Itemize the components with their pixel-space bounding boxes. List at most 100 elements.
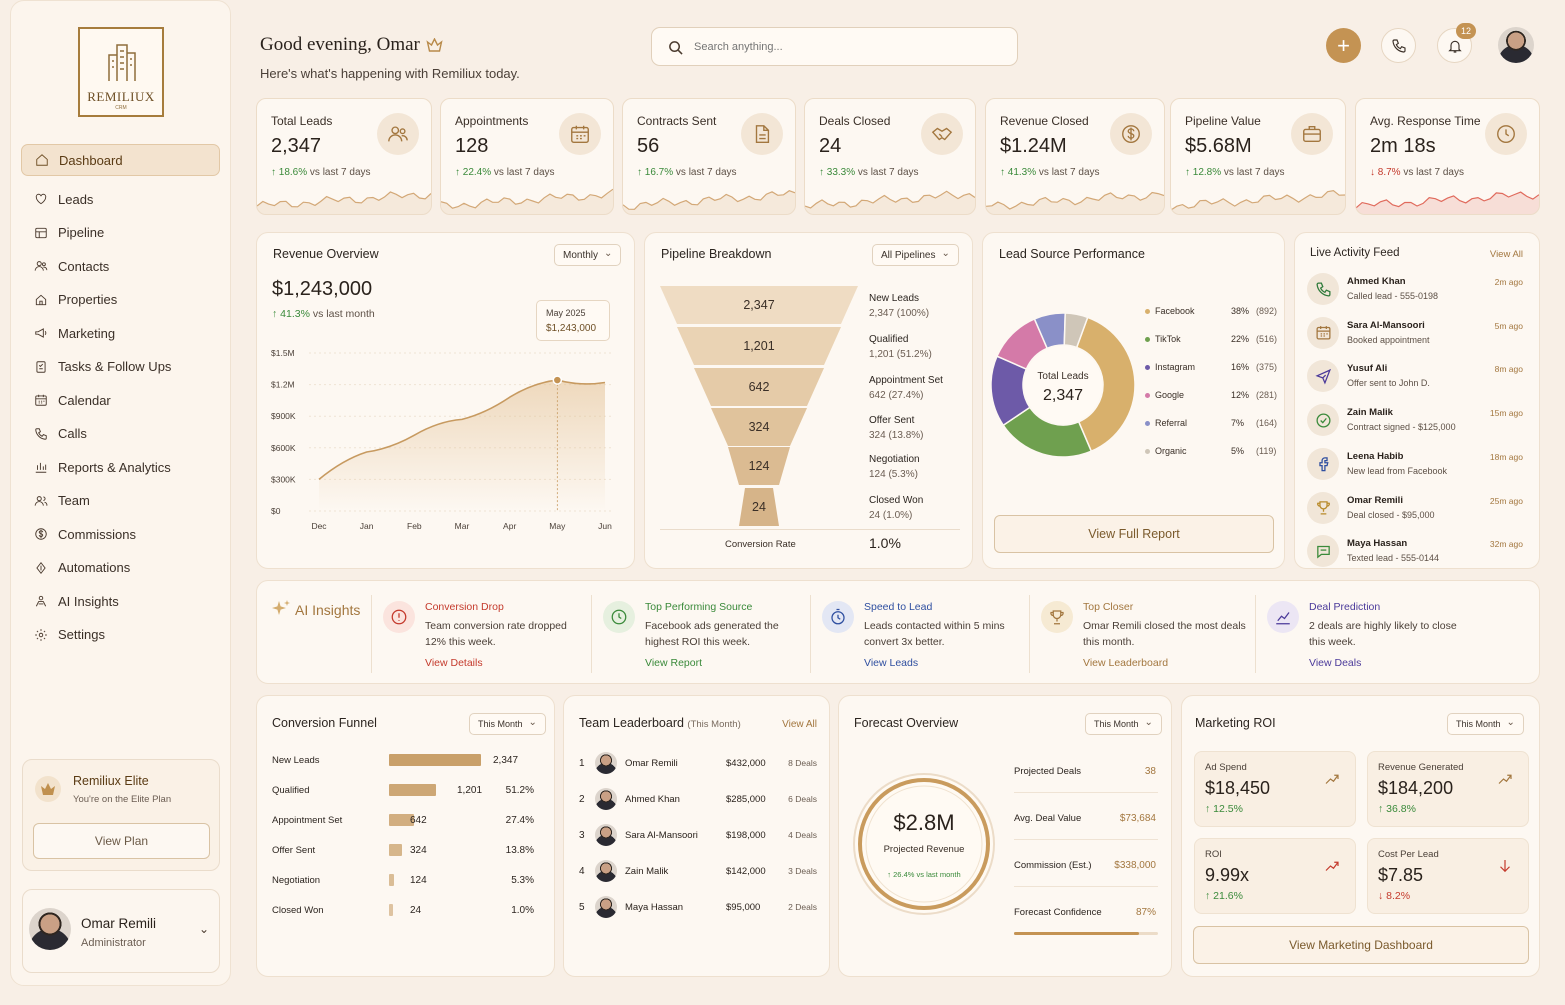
kpi-card-avg-response-time[interactable]: Avg. Response Time 2m 18s ↓ 8.7% vs last 7… [1355, 98, 1540, 215]
view-plan-button[interactable]: View Plan [33, 823, 210, 859]
kpi-sparkline [805, 190, 975, 214]
forecast-filter[interactable]: This Month [1085, 713, 1162, 735]
funnel-row-pct: 27.4% [505, 815, 534, 826]
kpi-change: ↑ 33.3% vs last 7 days [819, 167, 919, 178]
roi-card-cost-per-lead[interactable]: Cost Per Lead $7.85 ↓ 8.2% [1367, 838, 1529, 914]
y-tick-label: $900K [271, 411, 296, 421]
sidebar-item-calls[interactable]: Calls [21, 418, 220, 450]
insight-item: Speed to Lead Leads contacted within 5 mi… [822, 599, 1037, 674]
leader-name: Sara Al-Mansoori [625, 830, 698, 841]
view-full-report-button[interactable]: View Full Report [994, 515, 1274, 553]
view-marketing-dashboard-button[interactable]: View Marketing Dashboard [1193, 926, 1529, 964]
sidebar-item-properties[interactable]: Properties [21, 284, 220, 316]
search-input[interactable] [694, 37, 994, 57]
insight-desc: Omar Remili closed the most deals this m… [1083, 620, 1246, 648]
team-icon [33, 493, 48, 508]
insight-desc: Facebook ads generated the highest ROI t… [645, 620, 779, 648]
clock-icon [603, 601, 635, 633]
donut-center-value: 2,347 [1042, 387, 1084, 404]
funnel-stage-name: Offer Sent [869, 415, 915, 426]
kpi-card-contracts-sent[interactable]: Contracts Sent 56 ↑ 16.7% vs last 7 days [622, 98, 796, 215]
legend-name: Referral [1155, 418, 1188, 428]
header-avatar[interactable] [1498, 27, 1534, 63]
leader-amount: $432,000 [726, 758, 766, 769]
sidebar-item-team[interactable]: Team [21, 485, 220, 517]
sidebar-item-pipeline[interactable]: Pipeline [21, 217, 220, 249]
clock-icon [1485, 113, 1527, 155]
legend-count: (119) [1256, 446, 1277, 456]
sidebar-item-label: Leads [58, 191, 94, 207]
roi-card-ad-spend[interactable]: Ad Spend $18,450 ↑ 12.5% [1194, 751, 1356, 827]
revenue-filter[interactable]: Monthly [554, 244, 622, 266]
insight-link[interactable]: View Leaderboard [1083, 657, 1169, 669]
kpi-card-pipeline-value[interactable]: Pipeline Value $5.68M ↑ 12.8% vs last 7 da… [1170, 98, 1346, 215]
call-button[interactable] [1381, 28, 1416, 63]
chevron-down-icon[interactable]: ⌄ [198, 922, 209, 936]
arrow-up-icon: ↑ [1205, 803, 1214, 815]
insight-link[interactable]: View Details [425, 657, 483, 669]
kpi-change: ↑ 16.7% vs last 7 days [637, 167, 737, 178]
sidebar-item-tasks-follow-ups[interactable]: Tasks & Follow Ups [21, 351, 220, 383]
sidebar-item-reports-analytics[interactable]: Reports & Analytics [21, 451, 220, 483]
notifications-button[interactable] [1437, 28, 1472, 63]
leaderboard-view-all-link[interactable]: View All [782, 719, 817, 730]
insight-item: Top Performing Source Facebook ads genera… [603, 599, 818, 674]
page-subtitle: Here's what's happening with Remiliux to… [260, 66, 520, 81]
kpi-change: ↑ 41.3% vs last 7 days [1000, 167, 1100, 178]
marketing-roi-filter[interactable]: This Month [1447, 713, 1524, 735]
sidebar-item-commissions[interactable]: Commissions [21, 518, 220, 550]
insight-link[interactable]: View Leads [864, 657, 919, 669]
sidebar-item-settings[interactable]: Settings [21, 619, 220, 651]
legend-dot [1145, 365, 1150, 370]
funnel-row-pct: 1.0% [511, 905, 534, 916]
arrow-up-icon: ↑ [819, 167, 827, 178]
elite-title: Remiliux Elite [73, 774, 149, 788]
insight-link[interactable]: View Report [645, 657, 703, 669]
feed-desc: Deal closed - $95,000 [1347, 509, 1435, 520]
brand-logo[interactable]: REMILIUX CRM [78, 27, 164, 117]
sidebar-item-automations[interactable]: Automations [21, 552, 220, 584]
sidebar-item-ai-insights[interactable]: AI Insights [21, 585, 220, 617]
funnel-stage [728, 447, 790, 485]
kpi-sparkline [441, 188, 613, 214]
kpi-card-deals-closed[interactable]: Deals Closed 24 ↑ 33.3% vs last 7 days [804, 98, 976, 215]
kpi-change-suffix: vs last 7 days [493, 167, 555, 178]
add-button[interactable]: + [1326, 28, 1361, 63]
sidebar-item-contacts[interactable]: Contacts [21, 250, 220, 282]
kpi-card-total-leads[interactable]: Total Leads 2,347 ↑ 18.6% vs last 7 days [256, 98, 432, 215]
insight-link[interactable]: View Deals [1309, 657, 1362, 669]
conversion-funnel-filter[interactable]: This Month [469, 713, 546, 735]
roi-card-roi[interactable]: ROI 9.99x ↑ 21.6% [1194, 838, 1356, 914]
avatar [595, 824, 617, 846]
feed-view-all-link[interactable]: View All [1489, 249, 1523, 260]
kpi-sparkline [1356, 191, 1539, 214]
avatar [595, 860, 617, 882]
roi-change-value: 36.8% [1386, 803, 1416, 815]
user-profile[interactable]: Omar Remili Administrator ⌄ [22, 889, 220, 973]
leader-name: Ahmed Khan [625, 794, 680, 805]
sidebar-item-label: AI Insights [58, 593, 119, 609]
sidebar-item-calendar[interactable]: Calendar [21, 384, 220, 416]
crown-icon [35, 776, 61, 802]
legend-count: (892) [1256, 306, 1278, 316]
roi-label: Cost Per Lead [1378, 849, 1439, 860]
funnel-row-value: 642 [410, 815, 427, 826]
search-box[interactable] [651, 27, 1018, 66]
sidebar-item-marketing[interactable]: Marketing [21, 317, 220, 349]
funnel-row-name: Appointment Set [272, 815, 343, 826]
elite-plan-card: Remiliux Elite You're on the Elite Plan … [22, 759, 220, 871]
kpi-card-appointments[interactable]: Appointments 128 ↑ 22.4% vs last 7 days [440, 98, 614, 215]
funnel-bar [389, 814, 415, 826]
sidebar-item-leads[interactable]: Leads [21, 183, 220, 215]
funnel-row-name: Closed Won [272, 905, 324, 916]
plus-icon: + [1337, 32, 1350, 58]
kpi-card-revenue-closed[interactable]: Revenue Closed $1.24M ↑ 41.3% vs last 7 da… [985, 98, 1165, 215]
sidebar-item-label: Marketing [58, 325, 116, 341]
sidebar-item-dashboard[interactable]: Dashboard [21, 144, 220, 176]
pipeline-filter[interactable]: All Pipelines [872, 244, 959, 266]
insight-title: Top Performing Source [645, 601, 753, 613]
activity-feed-card: Live Activity Feed View All Ahmed Khan Ca… [1294, 232, 1540, 569]
ai-icon [33, 594, 48, 609]
roi-card-revenue-generated[interactable]: Revenue Generated $184,200 ↑ 36.8% [1367, 751, 1529, 827]
divider [1014, 886, 1158, 887]
